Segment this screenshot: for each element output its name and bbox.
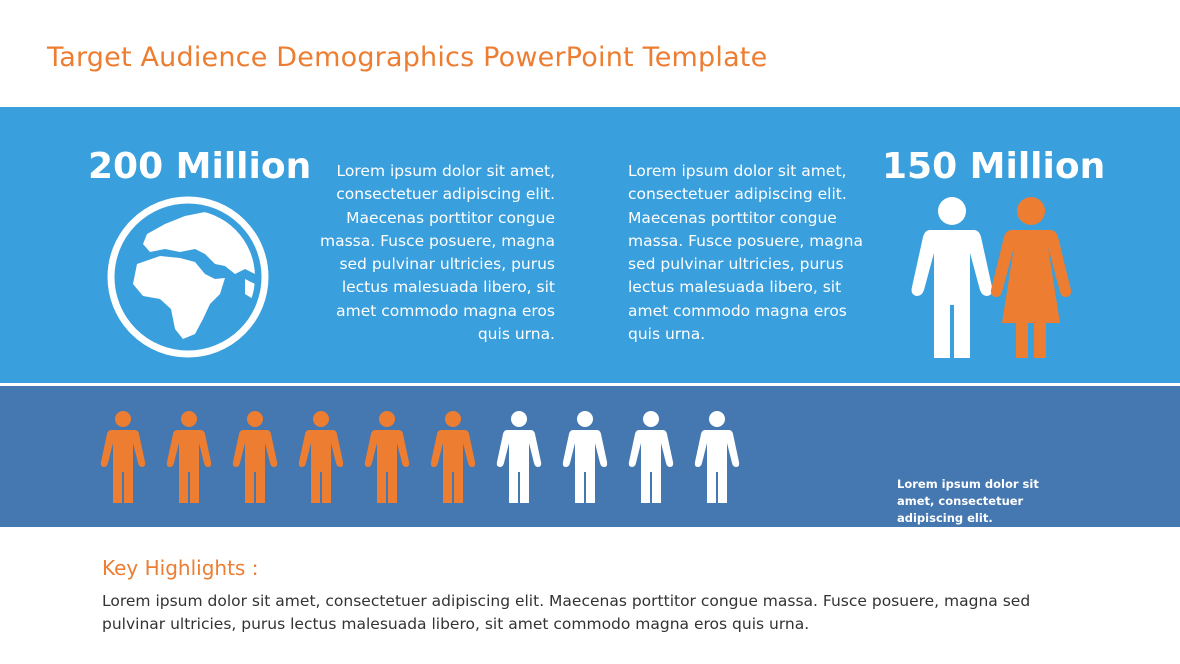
left-stat-text: Lorem ipsum dolor sit amet, consectetuer… <box>320 162 555 344</box>
left-stat-value: 200 Million <box>88 146 312 187</box>
globe-icon <box>107 196 269 358</box>
person-icon-highlighted <box>100 410 146 504</box>
person-icon-highlighted <box>364 410 410 504</box>
highlights-heading: Key Highlights : <box>102 556 259 580</box>
person-icon <box>562 410 608 504</box>
people-note: Lorem ipsum dolor sit amet, consectetuer… <box>897 477 1039 525</box>
person-icon <box>496 410 542 504</box>
right-stat-text: Lorem ipsum dolor sit amet, consectetuer… <box>628 162 863 344</box>
highlights-text: Lorem ipsum dolor sit amet, consectetuer… <box>102 592 1031 633</box>
person-icon-highlighted <box>232 410 278 504</box>
person-icon-highlighted <box>430 410 476 504</box>
person-icon <box>694 410 740 504</box>
man-woman-icon <box>911 197 1072 358</box>
right-stat-value: 150 Million <box>882 146 1106 187</box>
slide-title: Target Audience Demographics PowerPoint … <box>47 42 768 73</box>
divider <box>0 383 1180 386</box>
person-icon <box>628 410 674 504</box>
person-icon-highlighted <box>298 410 344 504</box>
person-icon-highlighted <box>166 410 212 504</box>
woman-icon <box>990 197 1072 358</box>
man-icon <box>911 197 993 358</box>
